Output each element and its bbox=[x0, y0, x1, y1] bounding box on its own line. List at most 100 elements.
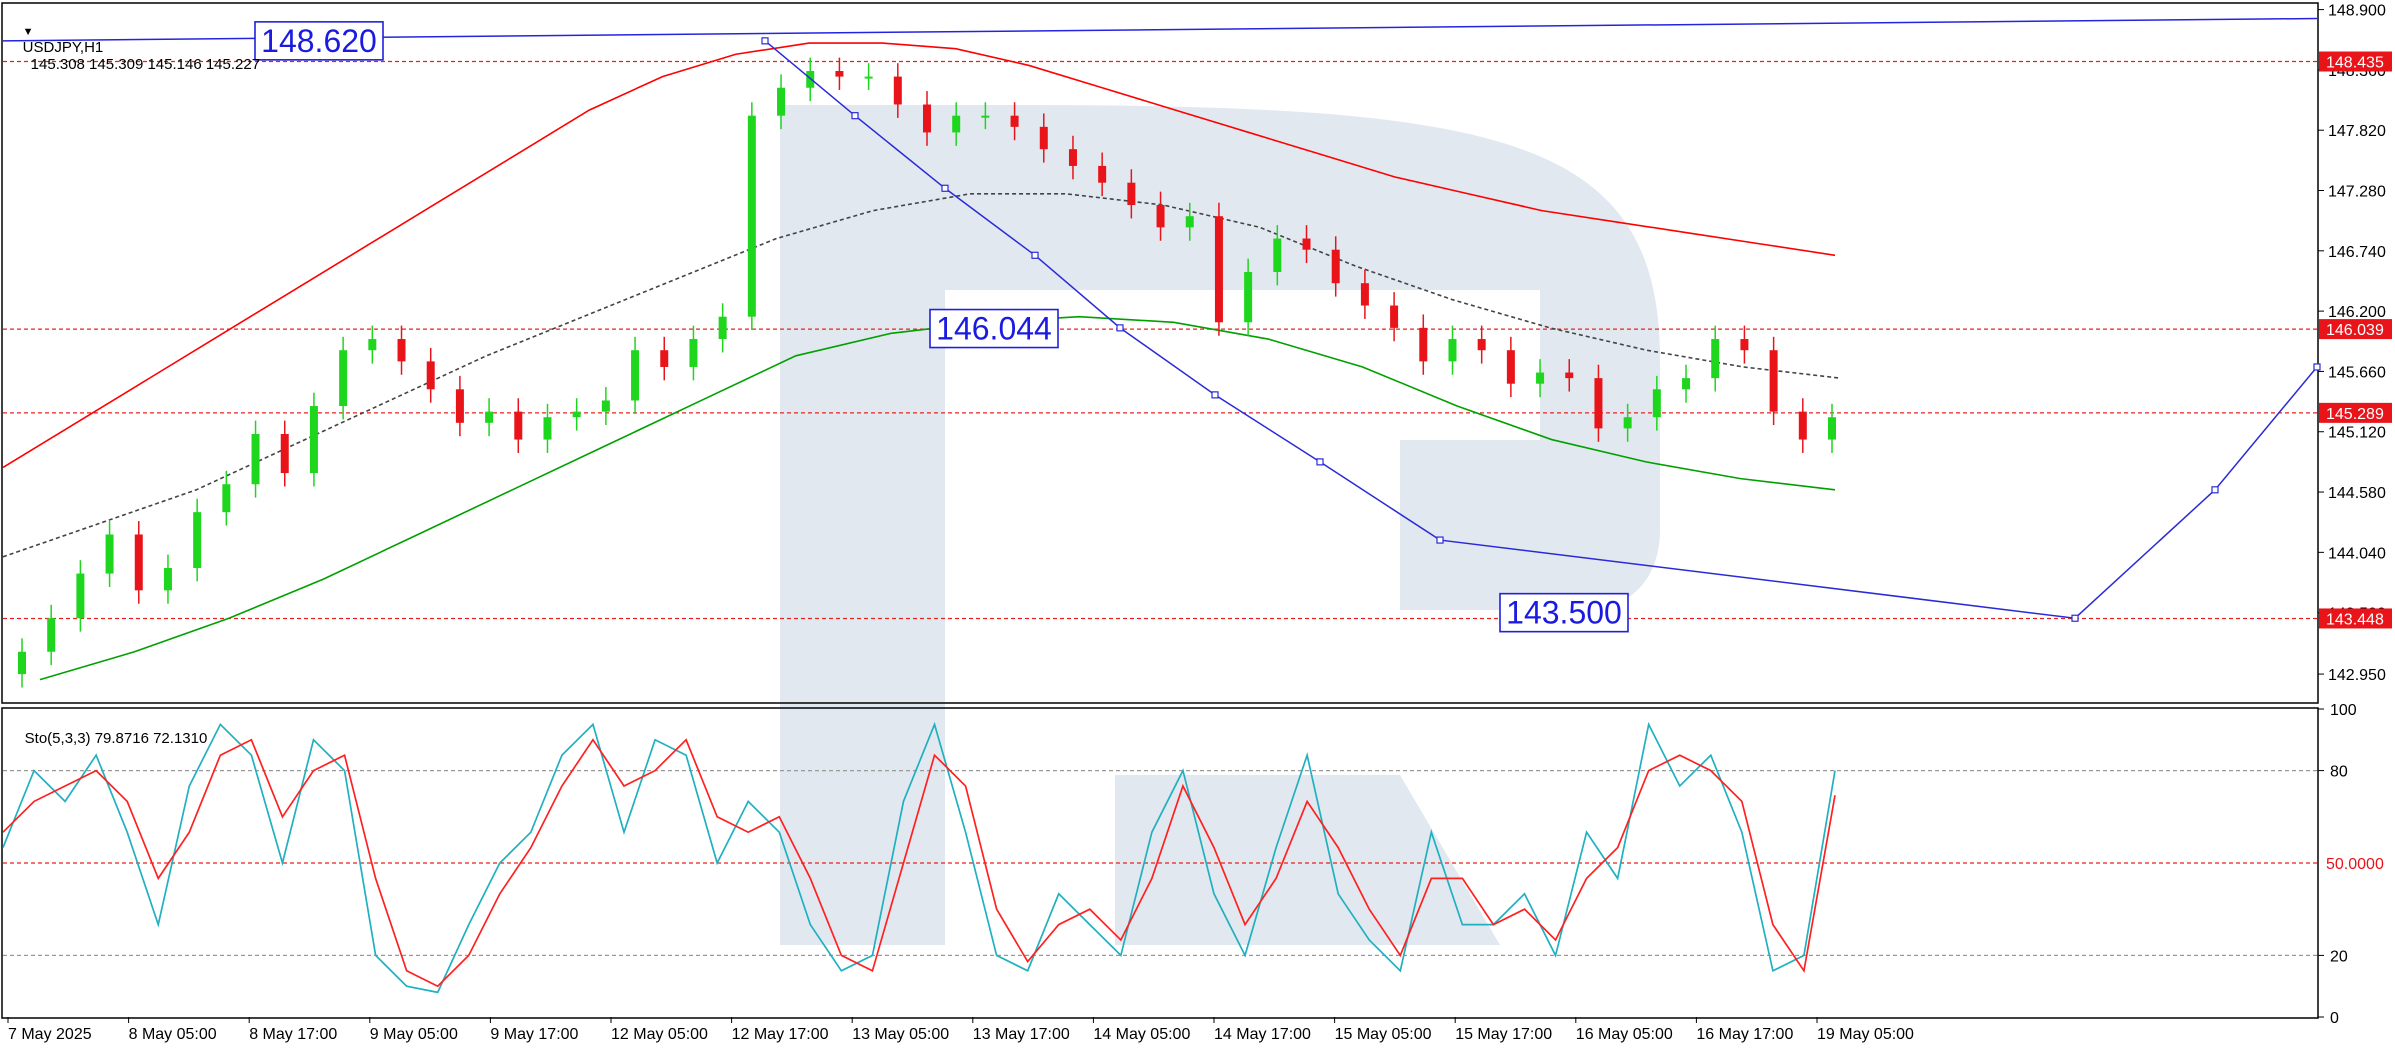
x-tick-label: 9 May 05:00 bbox=[370, 1026, 458, 1043]
chart-header: ▼ USDJPY,H1 145.308 145.309 145.146 145.… bbox=[6, 5, 260, 90]
candle-body bbox=[163, 567, 172, 591]
x-tick-label: 8 May 17:00 bbox=[249, 1026, 337, 1043]
y-tick-label: 144.040 bbox=[2328, 545, 2386, 562]
annotation-label-0: 148.620 bbox=[261, 23, 377, 59]
y-tick-label: 147.820 bbox=[2328, 123, 2386, 140]
menu-triangle-icon[interactable]: ▼ bbox=[22, 26, 34, 38]
candle-body bbox=[952, 115, 961, 133]
candle-body bbox=[1536, 372, 1545, 384]
candle-body bbox=[1360, 283, 1369, 306]
axis-layer: 148.900148.360147.820147.280146.740146.2… bbox=[7, 3, 2392, 1043]
osc-y-tick-label: 50.0000 bbox=[2326, 856, 2384, 873]
osc-y-tick-label: 0 bbox=[2330, 1010, 2339, 1027]
candle-body bbox=[777, 87, 786, 116]
candle-body bbox=[1828, 417, 1836, 440]
candle-body bbox=[1331, 249, 1340, 284]
candle-body bbox=[1098, 165, 1107, 183]
level-tag-2: 145.289 bbox=[2326, 406, 2384, 423]
y-tick-label: 145.660 bbox=[2328, 364, 2386, 381]
level-tag-3: 143.448 bbox=[2326, 611, 2384, 628]
candle-body bbox=[1740, 339, 1749, 351]
candle-body bbox=[222, 484, 231, 513]
candle-body bbox=[1273, 238, 1282, 273]
candle-body bbox=[631, 350, 640, 401]
candle-body bbox=[747, 115, 756, 317]
candle-body bbox=[543, 417, 552, 440]
projection-node bbox=[1031, 251, 1039, 259]
candle-body bbox=[426, 361, 435, 390]
symbol-label: USDJPY,H1 bbox=[22, 39, 104, 56]
x-tick-label: 15 May 17:00 bbox=[1455, 1026, 1552, 1043]
candle-body bbox=[718, 316, 727, 340]
candle-body bbox=[893, 76, 902, 105]
candle-body bbox=[1448, 339, 1457, 362]
osc-series-signal bbox=[2, 738, 1836, 988]
main-layer: 148.620 146.044 143.500 bbox=[2, 17, 2321, 688]
x-tick-label: 14 May 17:00 bbox=[1214, 1026, 1311, 1043]
candle-body bbox=[1390, 305, 1399, 328]
candle-body bbox=[339, 350, 348, 407]
projection-node bbox=[761, 37, 769, 45]
moving-average-dotted bbox=[2, 193, 1841, 558]
candle-body bbox=[1419, 327, 1428, 362]
projection-node bbox=[2313, 363, 2321, 371]
projection-node bbox=[1316, 458, 1324, 466]
candle-body bbox=[105, 534, 114, 574]
candle-body bbox=[485, 411, 494, 423]
x-tick-label: 12 May 17:00 bbox=[732, 1026, 829, 1043]
candle-body bbox=[47, 618, 56, 652]
candle-body bbox=[981, 115, 990, 118]
osc-y-tick-label: 100 bbox=[2330, 702, 2357, 719]
x-tick-label: 9 May 17:00 bbox=[490, 1026, 578, 1043]
y-tick-label: 148.900 bbox=[2328, 3, 2386, 20]
candle-body bbox=[1039, 126, 1048, 150]
candle-body bbox=[309, 406, 318, 474]
candle-body bbox=[601, 400, 610, 412]
candle-body bbox=[1798, 411, 1807, 440]
y-tick-label: 146.740 bbox=[2328, 244, 2386, 261]
candle-body bbox=[455, 389, 464, 423]
candle-body bbox=[1156, 205, 1165, 228]
annotation-box-1 bbox=[929, 308, 1059, 349]
candle-body bbox=[1623, 417, 1632, 429]
stochastic-plot-frame bbox=[1, 707, 2319, 1019]
y-tick-label: 146.200 bbox=[2328, 304, 2386, 321]
projection-node bbox=[1436, 536, 1444, 544]
candle-body bbox=[1711, 339, 1720, 379]
y-tick-label: 147.280 bbox=[2328, 184, 2386, 201]
candle-body bbox=[514, 411, 523, 440]
projection-node bbox=[2211, 486, 2219, 494]
candle-body bbox=[1127, 182, 1136, 206]
oscillator-layer bbox=[2, 721, 2317, 994]
candle-body bbox=[280, 433, 289, 474]
stochastic-label: Sto(5,3,3) 79.8716 72.1310 bbox=[24, 730, 208, 747]
osc-level-tag-bg bbox=[2319, 853, 2392, 873]
candle-body bbox=[923, 104, 931, 133]
projection-node bbox=[2071, 614, 2079, 622]
x-tick-label: 12 May 05:00 bbox=[611, 1026, 708, 1043]
candle-body bbox=[1244, 272, 1253, 323]
annotation-label-1: 146.044 bbox=[936, 311, 1052, 347]
x-tick-label: 14 May 05:00 bbox=[1093, 1026, 1190, 1043]
level-tag-bg-3 bbox=[2319, 608, 2392, 629]
level-tag-bg-0 bbox=[2319, 51, 2392, 72]
candle-body bbox=[1682, 378, 1691, 390]
projection-node bbox=[941, 184, 949, 192]
projection-node bbox=[1116, 324, 1124, 332]
candle-body bbox=[193, 512, 202, 568]
osc-y-tick-label: 20 bbox=[2330, 948, 2348, 965]
x-tick-label: 19 May 05:00 bbox=[1817, 1026, 1914, 1043]
x-tick-label: 16 May 05:00 bbox=[1576, 1026, 1673, 1043]
moving-average-red bbox=[2, 42, 1836, 469]
candle-body bbox=[835, 71, 844, 77]
stochastic-header: Sto(5,3,3) 79.8716 72.1310 bbox=[8, 713, 208, 764]
candle-body bbox=[572, 411, 581, 418]
x-tick-label: 7 May 2025 bbox=[8, 1026, 92, 1043]
candle-body bbox=[1565, 372, 1574, 379]
ohlc-label: 145.308 145.309 145.146 145.227 bbox=[30, 56, 261, 73]
candle-body bbox=[251, 433, 260, 485]
main-plot-frame bbox=[1, 2, 2319, 704]
y-tick-label: 144.580 bbox=[2328, 485, 2386, 502]
